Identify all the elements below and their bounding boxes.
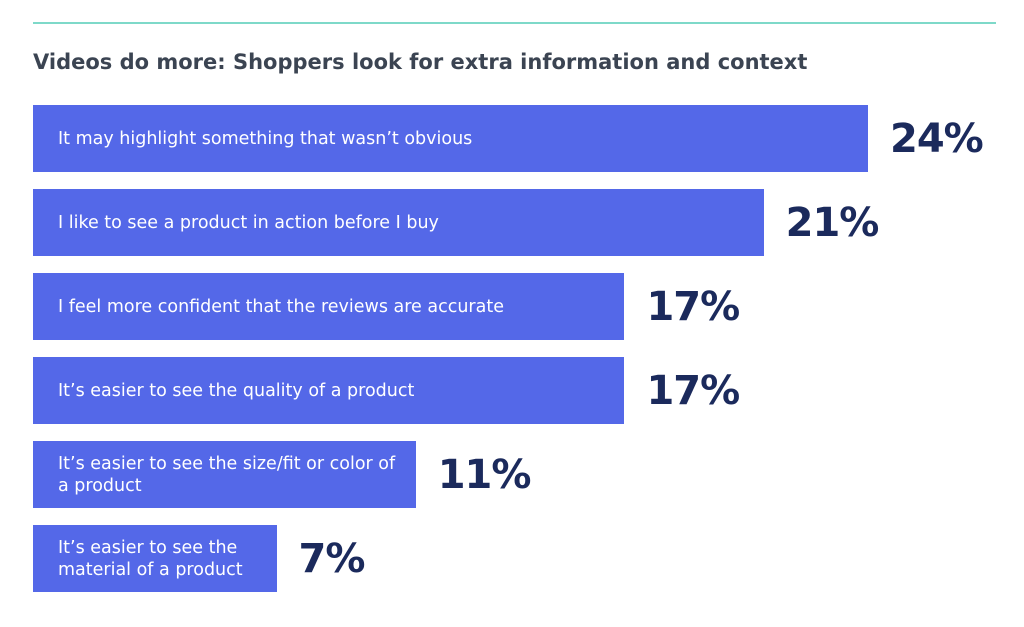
- value-label: 17%: [646, 367, 740, 414]
- category-label: It’s easier to see the material of a pro…: [58, 537, 243, 580]
- bar: It’s easier to see the quality of a prod…: [33, 357, 625, 424]
- value-label: 7%: [298, 535, 366, 582]
- category-label: It’s easier to see the size/fit or color…: [58, 453, 396, 496]
- bar: It may highlight something that wasn’t o…: [33, 105, 868, 172]
- bar: I like to see a product in action before…: [33, 189, 764, 256]
- category-label: I like to see a product in action before…: [58, 212, 439, 233]
- category-label: I feel more confident that the reviews a…: [58, 296, 504, 317]
- category-label: It’s easier to see the quality of a prod…: [58, 380, 415, 401]
- category-label: It may highlight something that wasn’t o…: [58, 128, 473, 149]
- bar: I feel more confident that the reviews a…: [33, 273, 625, 340]
- top-rule: [33, 22, 996, 24]
- bar: It’s easier to see the material of a pro…: [33, 525, 277, 592]
- value-label: 11%: [437, 451, 532, 498]
- value-label: 17%: [646, 283, 740, 330]
- value-label: 24%: [890, 115, 984, 162]
- bar: It’s easier to see the size/fit or color…: [33, 441, 416, 508]
- chart-title: Videos do more: Shoppers look for extra …: [33, 50, 808, 74]
- value-label: 21%: [785, 199, 880, 246]
